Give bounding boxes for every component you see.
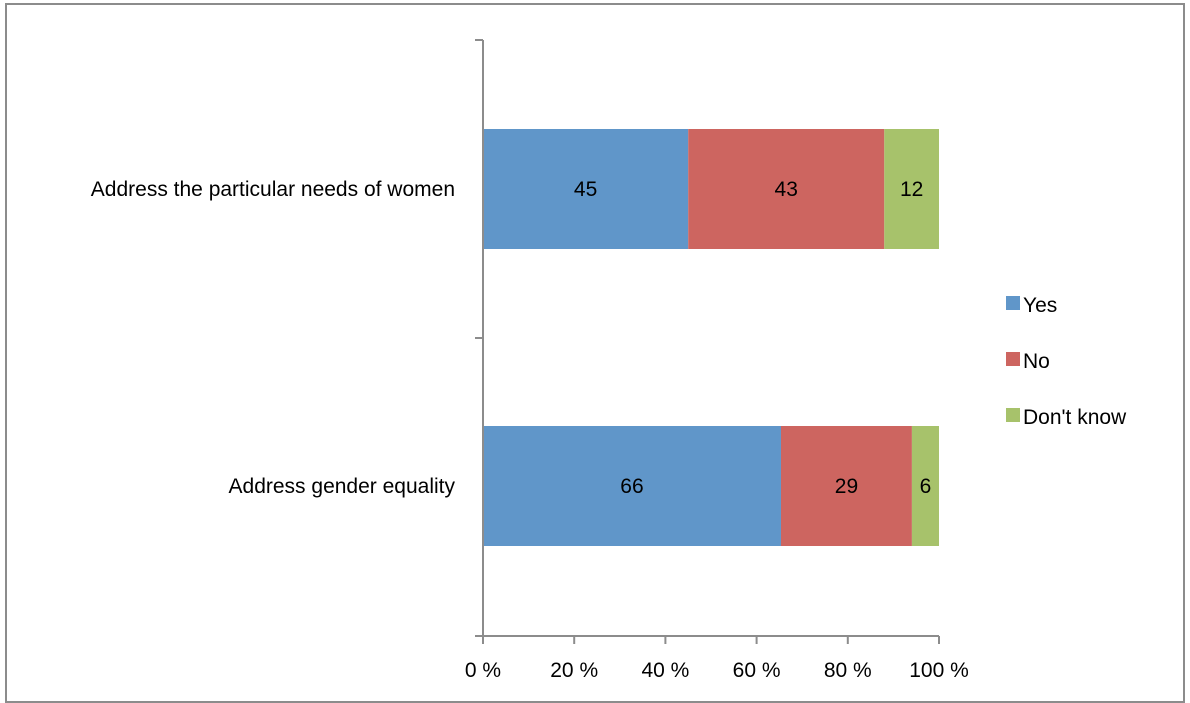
bar-yes-1 — [483, 129, 689, 249]
bar-don-t-know-2 — [911, 426, 939, 546]
legend-swatch-no — [1006, 352, 1020, 366]
data-label: 12 — [900, 178, 923, 201]
x-tick-label: 0 % — [465, 659, 501, 682]
axes-group — [475, 39, 940, 644]
chart-frame — [5, 3, 1185, 703]
legend-label: Yes — [1023, 294, 1057, 317]
legend: Yes No Don't know — [1006, 294, 1127, 429]
labels-group: 45 43 12 Address the particular needs of wo… — [91, 178, 969, 682]
bar-no-2 — [780, 426, 912, 546]
data-label: 6 — [920, 475, 932, 498]
bar-no-1 — [688, 129, 885, 249]
category-label: Address gender equality — [229, 475, 456, 498]
x-tick-label: 100 % — [909, 659, 969, 682]
category-label: Address the particular needs of women — [91, 178, 455, 201]
x-tick-label: 60 % — [733, 659, 781, 682]
legend-swatch-don-t-know — [1006, 408, 1020, 422]
legend-swatch-yes — [1006, 296, 1020, 310]
data-label: 45 — [574, 178, 597, 201]
data-label: 43 — [775, 178, 798, 201]
legend-label: No — [1023, 350, 1050, 373]
data-label: 29 — [835, 475, 858, 498]
bar-yes-2 — [483, 426, 781, 546]
x-tick-label: 20 % — [550, 659, 598, 682]
x-tick-label: 40 % — [641, 659, 689, 682]
data-label: 66 — [620, 475, 643, 498]
bar-don-t-know-1 — [884, 129, 939, 249]
legend-label: Don't know — [1023, 406, 1127, 429]
x-tick-label: 80 % — [824, 659, 872, 682]
bars-group — [483, 129, 939, 546]
